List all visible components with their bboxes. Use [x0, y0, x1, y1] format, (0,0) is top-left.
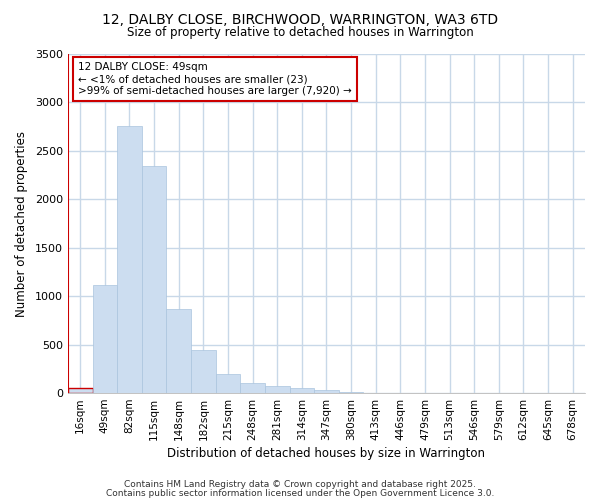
Bar — [290, 388, 314, 393]
Bar — [240, 383, 265, 393]
Text: 12, DALBY CLOSE, BIRCHWOOD, WARRINGTON, WA3 6TD: 12, DALBY CLOSE, BIRCHWOOD, WARRINGTON, … — [102, 12, 498, 26]
Y-axis label: Number of detached properties: Number of detached properties — [15, 130, 28, 316]
Bar — [92, 284, 117, 393]
Bar — [166, 309, 191, 393]
Text: Contains HM Land Registry data © Crown copyright and database right 2025.: Contains HM Land Registry data © Crown c… — [124, 480, 476, 489]
Text: Contains public sector information licensed under the Open Government Licence 3.: Contains public sector information licen… — [106, 488, 494, 498]
Bar — [265, 386, 290, 393]
Bar — [191, 350, 215, 393]
Text: 12 DALBY CLOSE: 49sqm
← <1% of detached houses are smaller (23)
>99% of semi-det: 12 DALBY CLOSE: 49sqm ← <1% of detached … — [78, 62, 352, 96]
Bar — [117, 126, 142, 393]
Bar — [215, 374, 240, 393]
Bar — [314, 390, 339, 393]
Bar — [142, 166, 166, 393]
X-axis label: Distribution of detached houses by size in Warrington: Distribution of detached houses by size … — [167, 447, 485, 460]
Bar — [339, 392, 364, 393]
Text: Size of property relative to detached houses in Warrington: Size of property relative to detached ho… — [127, 26, 473, 39]
Bar — [68, 388, 92, 393]
